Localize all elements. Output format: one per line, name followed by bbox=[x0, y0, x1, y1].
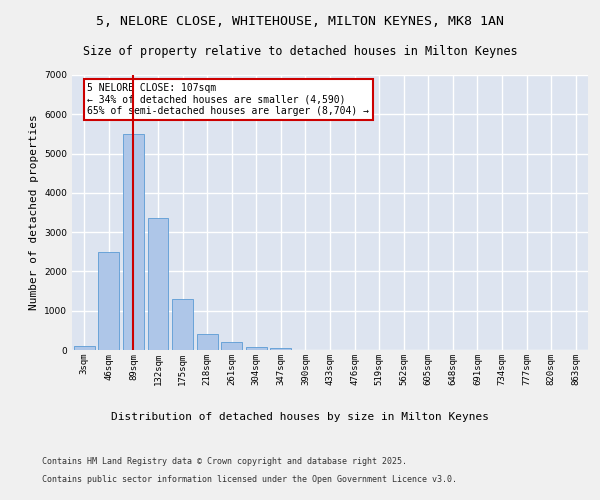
Bar bbox=[172, 299, 193, 350]
Bar bbox=[148, 218, 169, 350]
Y-axis label: Number of detached properties: Number of detached properties bbox=[29, 114, 38, 310]
Text: 5, NELORE CLOSE, WHITEHOUSE, MILTON KEYNES, MK8 1AN: 5, NELORE CLOSE, WHITEHOUSE, MILTON KEYN… bbox=[96, 15, 504, 28]
Bar bbox=[271, 348, 292, 350]
Bar bbox=[246, 347, 267, 350]
Bar bbox=[221, 342, 242, 350]
Bar bbox=[123, 134, 144, 350]
Text: Size of property relative to detached houses in Milton Keynes: Size of property relative to detached ho… bbox=[83, 45, 517, 58]
Text: Contains HM Land Registry data © Crown copyright and database right 2025.: Contains HM Land Registry data © Crown c… bbox=[42, 458, 407, 466]
Bar bbox=[74, 346, 95, 350]
Text: Distribution of detached houses by size in Milton Keynes: Distribution of detached houses by size … bbox=[111, 412, 489, 422]
Text: Contains public sector information licensed under the Open Government Licence v3: Contains public sector information licen… bbox=[42, 475, 457, 484]
Text: 5 NELORE CLOSE: 107sqm
← 34% of detached houses are smaller (4,590)
65% of semi-: 5 NELORE CLOSE: 107sqm ← 34% of detached… bbox=[88, 83, 370, 116]
Bar bbox=[197, 334, 218, 350]
Bar bbox=[98, 252, 119, 350]
